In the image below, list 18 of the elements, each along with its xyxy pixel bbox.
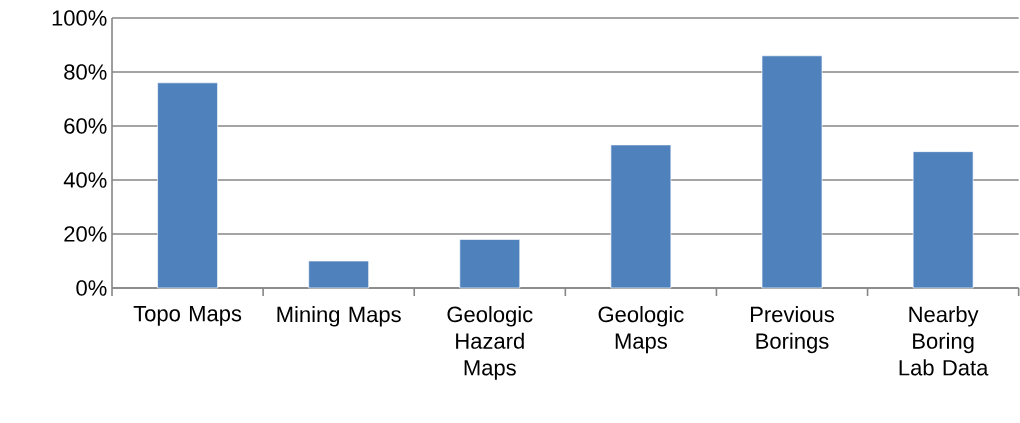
x-tick-label: Nearby Boring Lab Data [899,306,989,376]
y-tick-label: 80% [64,64,107,80]
x-tick-label: Geologic Maps [598,306,684,354]
bar [157,82,218,289]
x-tick-label: Topo Maps [133,306,242,326]
y-tick-label: 0% [76,280,107,296]
bar [912,151,974,289]
bar [459,239,521,289]
x-tick-label: Mining Maps [277,306,401,327]
y-tick-label: 60% [64,118,107,134]
x-tick-label: Geologic Hazard Maps [447,306,533,380]
y-tick-label: 20% [64,226,107,242]
bar [610,144,672,289]
y-tick-label: 40% [63,172,107,188]
x-tick-label: Previous Borings [751,306,834,354]
bar [308,260,370,289]
y-tick-label: 100% [52,10,107,26]
bar [761,55,823,289]
